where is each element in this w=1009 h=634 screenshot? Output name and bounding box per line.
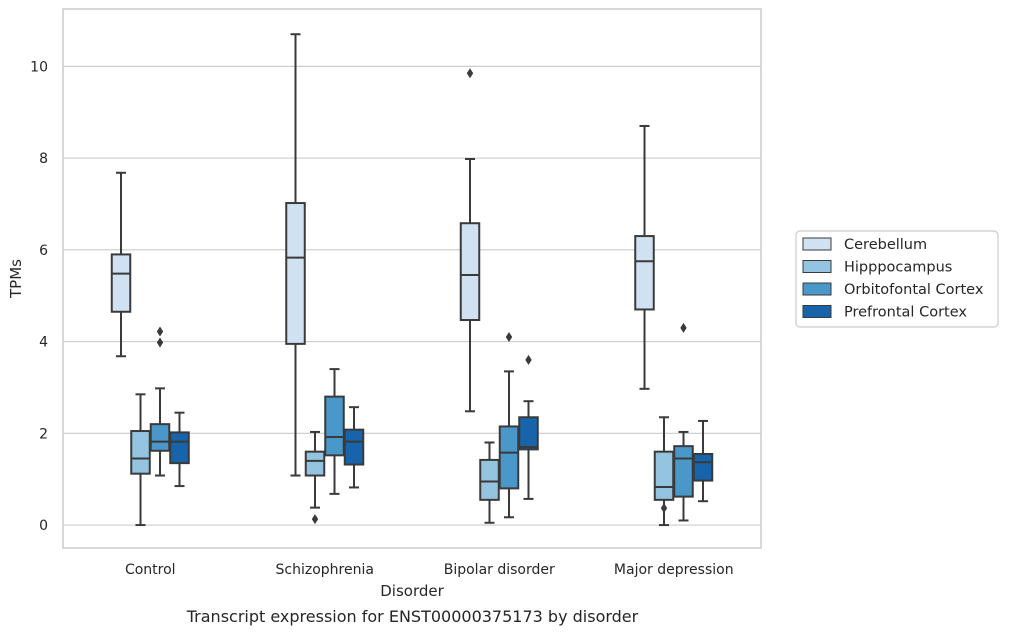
legend-swatch	[802, 282, 832, 296]
box-3	[149, 326, 171, 477]
box-iqr	[518, 416, 539, 451]
box-2	[304, 430, 326, 525]
box-iqr	[149, 423, 171, 452]
box-1	[285, 33, 306, 477]
box-iqr	[479, 458, 500, 501]
x-tick-label: Schizophrenia	[276, 562, 374, 578]
box-iqr	[130, 430, 151, 475]
box-iqr	[110, 253, 132, 313]
box-iqr	[169, 431, 190, 465]
outlier-point	[505, 331, 513, 342]
legend-label: Hipppocampus	[844, 260, 952, 276]
box-iqr	[673, 445, 694, 498]
legend-frame	[795, 230, 999, 328]
box-iqr	[692, 452, 714, 482]
outlier-point	[311, 514, 319, 525]
box-3	[673, 322, 694, 522]
box-iqr	[304, 450, 326, 477]
outlier-point	[466, 68, 474, 79]
outlier-point	[680, 322, 687, 333]
box-iqr	[498, 425, 520, 490]
box-iqr	[343, 428, 365, 466]
outlier-point	[660, 503, 668, 514]
boxes	[110, 33, 714, 527]
box-1	[459, 68, 481, 413]
legend-label: Cerebellum	[844, 237, 927, 253]
legend-swatch	[802, 260, 832, 273]
x-axis-title: Disorder	[380, 582, 444, 600]
legend-swatch	[802, 305, 832, 318]
y-tick-label: 6	[39, 243, 48, 259]
x-tick-label: Bipolar disorder	[444, 562, 555, 578]
legend-label: Orbitofontal Cortex	[844, 282, 984, 298]
box-4	[692, 419, 714, 503]
box-4	[518, 354, 539, 500]
box-iqr	[324, 395, 345, 457]
y-tick-label: 8	[39, 151, 48, 167]
x-tick-label: Control	[125, 562, 176, 578]
box-iqr	[634, 235, 655, 311]
legend-swatch	[802, 237, 832, 251]
chart-caption: Transcript expression for ENST0000037517…	[186, 607, 639, 626]
legend: Cerebellum Hipppocampus Orbitofontal Corte…	[795, 230, 999, 328]
outlier-point	[525, 354, 532, 365]
box-4	[343, 406, 365, 489]
box-1	[634, 124, 655, 390]
box-3	[324, 368, 345, 495]
box-4	[169, 411, 190, 488]
y-axis-title: TPMs	[7, 259, 25, 299]
y-tick-label: 0	[39, 518, 48, 534]
box-iqr	[285, 202, 306, 345]
box-3	[498, 331, 520, 519]
box-2	[479, 441, 500, 524]
legend-label: Prefrontal Cortex	[844, 305, 967, 321]
box-iqr	[459, 222, 481, 322]
y-tick-labels: 0 2 4 6 8 10	[30, 59, 48, 534]
x-tick-labels: Control Schizophrenia Bipolar disorder Majo…	[125, 562, 734, 578]
y-tick-label: 4	[39, 335, 48, 351]
outlier-point	[156, 337, 164, 348]
box-2	[130, 393, 151, 527]
outlier-point	[156, 326, 164, 337]
box-1	[110, 171, 132, 358]
plot-frame	[62, 8, 762, 549]
box-iqr	[653, 450, 675, 501]
y-tick-label: 10	[30, 59, 48, 75]
x-tick-label: Major depression	[614, 562, 734, 578]
y-tick-label: 2	[39, 426, 48, 442]
